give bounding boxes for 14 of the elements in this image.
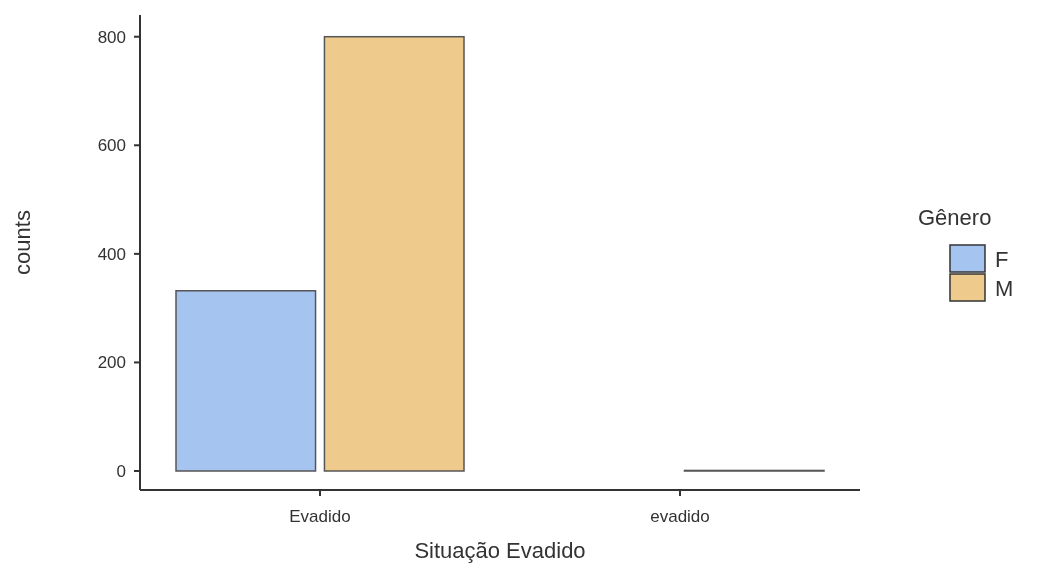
legend-title: Gênero (918, 205, 992, 230)
y-tick-label: 200 (97, 353, 126, 373)
x-tick-label: evadido (650, 507, 710, 526)
bar (323, 35, 465, 472)
y-tick-label: 0 (116, 461, 126, 481)
y-tick-label: 600 (97, 136, 126, 156)
x-axis-title: Situação Evadido (414, 538, 586, 563)
y-tick-label: 400 (97, 244, 126, 264)
y-tick-label: 800 (97, 27, 126, 47)
legend-label: M (995, 275, 1014, 301)
bar (175, 290, 317, 472)
legend-label: F (995, 246, 1009, 272)
y-axis-title: counts (10, 210, 35, 275)
x-tick-label: Evadido (289, 507, 351, 526)
